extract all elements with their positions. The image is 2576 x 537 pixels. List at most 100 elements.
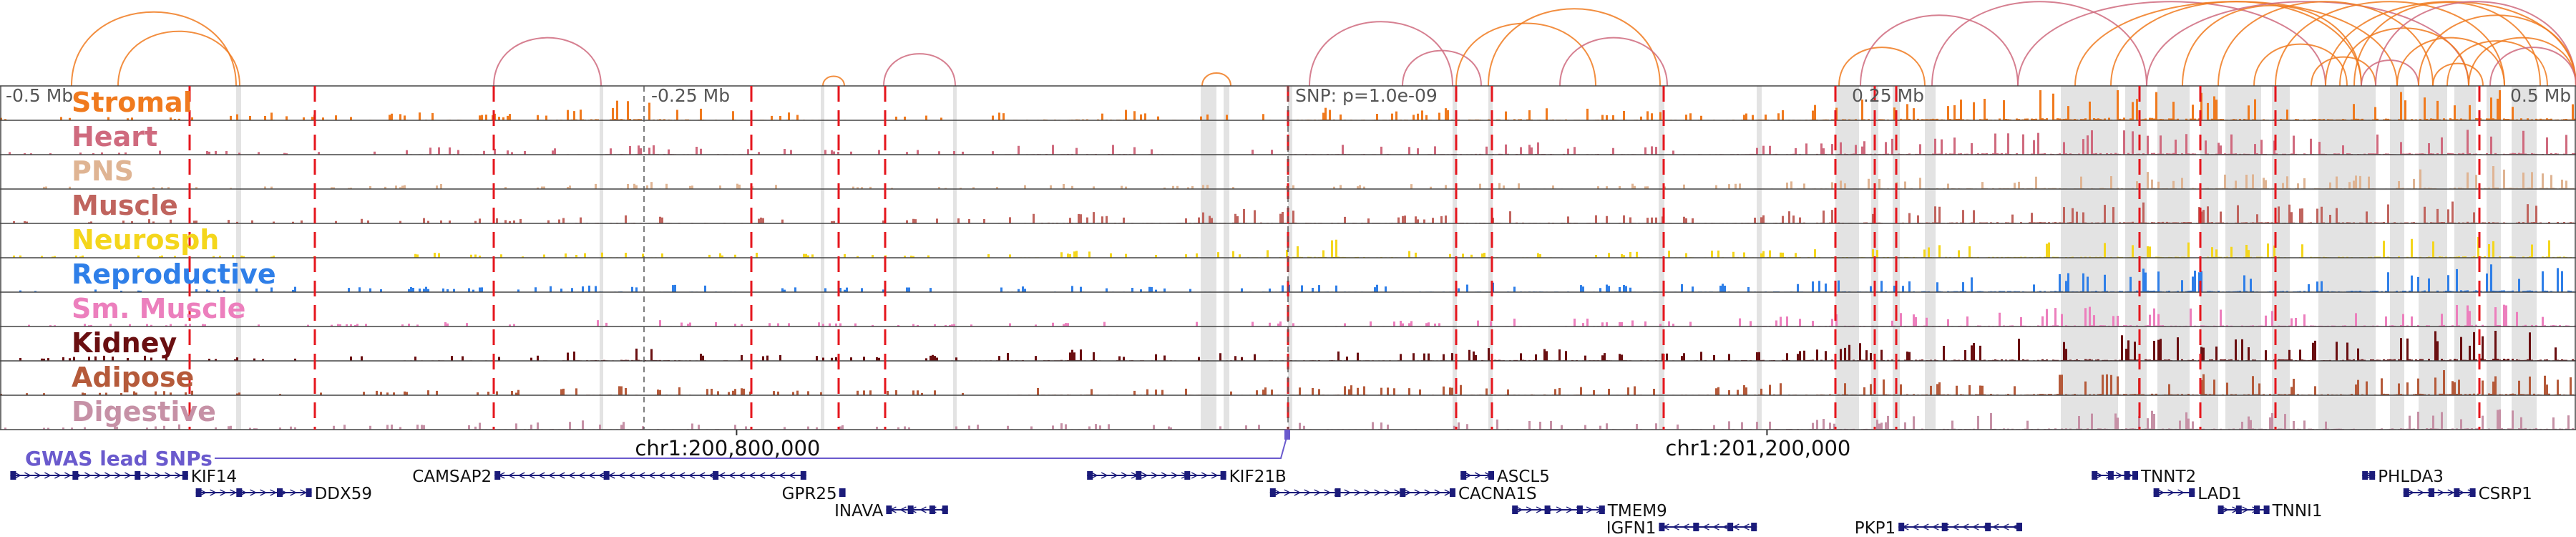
gene-exon [1269,488,1276,497]
gene-exon [2189,488,2195,497]
gene-exon [135,471,141,480]
strand-chevron [290,489,298,496]
loop-arc [2253,43,2348,87]
strand-chevron [1284,489,1292,496]
gene-exon [2218,505,2224,514]
gene-lad1: LAD1 [2153,485,2242,503]
scale-label-center: SNP: p=1.0e-09 [1295,85,1438,106]
gene-gpr25: GPR25 [782,485,846,503]
gene-exon [2107,471,2114,480]
strand-chevron [94,472,102,479]
strand-chevron [1121,472,1128,479]
strand-chevron [507,472,515,479]
strand-chevron [748,472,756,479]
gene-exon [10,471,16,480]
strand-chevron [1732,523,1740,531]
strand-chevron [1556,506,1563,513]
gene-exon [907,505,914,514]
strand-chevron [648,472,655,479]
gene-exon [2429,488,2435,497]
track-label: Stromal [72,87,192,118]
strand-chevron [2095,472,2103,479]
strand-chevron [778,472,786,479]
strand-chevron [175,472,182,479]
gene-exon [277,488,283,497]
strand-chevron [1566,506,1574,513]
gene-exon [1693,523,1699,531]
strand-chevron [1151,472,1158,479]
strand-chevron [1414,489,1422,496]
loop-arc [2396,37,2505,87]
gwas-snp-label: GWAS lead SNPs [25,447,213,470]
strand-chevron [1424,489,1432,496]
loop-arc [2074,1,2398,87]
gene-exon [929,505,935,514]
track-label: Reproductive [72,258,276,290]
gene-exon [1220,471,1226,480]
strand-chevron [758,472,766,479]
track-labels: StromalHeartPNSMuscleNeurosphReproductiv… [72,87,276,427]
strand-chevron [678,472,686,479]
gene-exon [2369,471,2376,480]
loop-arc [2468,37,2576,87]
strand-chevron [587,472,595,479]
strand-chevron [1702,523,1709,531]
gene-exon [72,471,79,480]
gene-exon [2153,488,2160,497]
strand-chevron [34,472,42,479]
strand-chevron [1672,523,1679,531]
strand-chevron [1141,472,1148,479]
gene-exon [2263,505,2270,514]
gene-label: DDX59 [315,485,372,503]
strand-chevron [1354,489,1362,496]
chrom-label: chr1:201,200,000 [1665,436,1850,460]
loop-arc [1838,47,1926,87]
gene-exon [1460,471,1467,480]
gene-label: CACNA1S [1458,485,1537,503]
strand-chevron [1384,489,1392,496]
loop-arc [2017,1,2326,87]
strand-chevron [1304,489,1312,496]
gene-exon [1335,488,1341,497]
gene-ascl5: ASCL5 [1460,468,1550,486]
loop-arc [2311,56,2376,87]
strand-chevron [738,472,746,479]
gene-exon [886,505,892,514]
loop-arc [2418,14,2576,87]
strand-chevron [1274,489,1282,496]
gene-exon [2016,523,2022,531]
gwas-snp-connector [215,432,1289,459]
track-digestive [0,395,2576,430]
strand-chevron [1294,489,1302,496]
gene-exon [942,505,948,514]
track-label: Digestive [72,396,216,427]
gene-cacna1s: CACNA1S [1269,485,1537,503]
gene-label: CSRP1 [2479,485,2532,503]
strand-chevron [250,489,258,496]
strand-chevron [618,472,625,479]
loop-arc [1309,21,1453,87]
strand-chevron [14,472,21,479]
loop-arc [2110,1,2362,87]
strand-chevron [165,472,172,479]
strand-chevron [1314,489,1322,496]
strand-chevron [1111,472,1118,479]
loop-arc [2361,59,2419,87]
strand-chevron [44,472,52,479]
loop-arc [71,11,237,87]
strand-chevron [1364,489,1372,496]
gene-tnni1: TNNI1 [2218,502,2322,521]
strand-chevron [1101,472,1108,479]
gene-exon [1751,523,1757,531]
strand-chevron [2115,472,2123,479]
loop-arc [2446,40,2548,87]
strand-chevron [1911,523,1919,531]
strand-chevron [1951,523,1959,531]
gene-tmem9: TMEM9 [1512,502,1667,521]
gene-label: LAD1 [2197,485,2241,503]
strand-chevron [1742,523,1750,531]
strand-chevron [2157,489,2165,496]
strand-chevron [104,472,112,479]
loop-arc [1201,72,1231,87]
